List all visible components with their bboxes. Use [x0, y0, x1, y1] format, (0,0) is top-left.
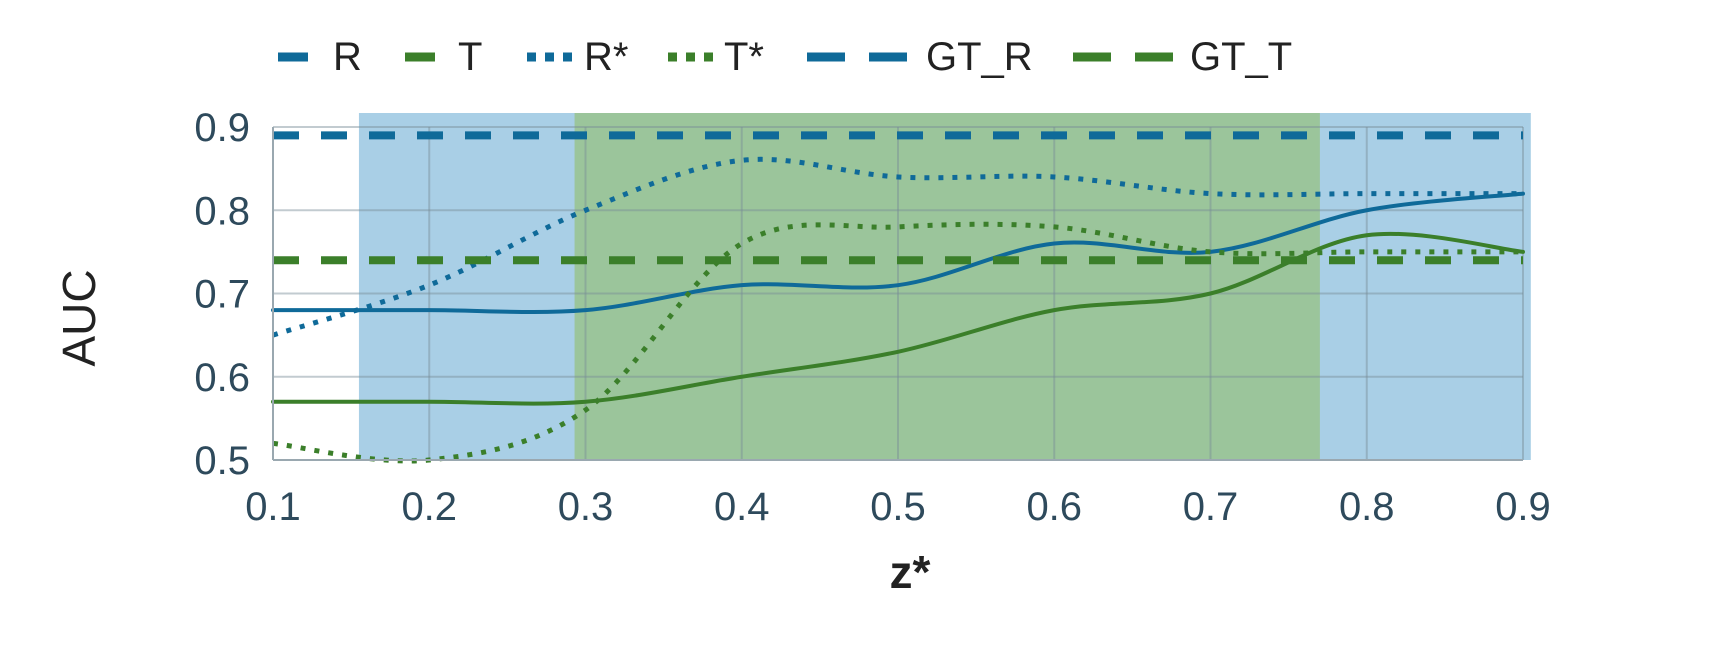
y-axis-label: AUC	[53, 269, 105, 366]
x-axis-label: z*	[890, 546, 931, 598]
y-tick-label: 0.7	[194, 273, 250, 317]
x-tick-label: 0.5	[870, 485, 926, 529]
y-tick-label: 0.5	[194, 439, 250, 483]
legend-label-gt-t: GT_T	[1190, 35, 1292, 79]
legend-label-t: T	[458, 35, 482, 79]
legend-label-r-star: R*	[584, 35, 628, 79]
series-r-line	[271, 191, 1525, 314]
legend-label-gt-r: GT_R	[926, 35, 1033, 79]
series-t-line	[271, 231, 1525, 406]
x-tick-label: 0.7	[1183, 485, 1239, 529]
series-lines	[271, 131, 1525, 464]
y-tick-label: 0.6	[194, 356, 250, 400]
y-tick-label: 0.9	[194, 106, 250, 150]
x-tick-label: 0.1	[245, 485, 301, 529]
plot-area	[271, 113, 1531, 464]
legend-label-t-star: T*	[724, 35, 764, 79]
legend: R T R* T* GT_R GT_T	[278, 35, 1292, 79]
x-tick-label: 0.3	[558, 485, 614, 529]
x-axis-ticks: 0.1 0.2 0.3 0.4 0.5 0.6 0.7 0.8 0.9	[245, 485, 1551, 529]
shaded-region-2	[574, 113, 1320, 460]
x-tick-label: 0.4	[714, 485, 770, 529]
y-axis-ticks: 0.5 0.6 0.7 0.8 0.9	[194, 106, 250, 483]
legend-label-r: R	[333, 35, 362, 79]
shaded-regions	[358, 113, 1531, 460]
y-tick-label: 0.8	[194, 189, 250, 233]
x-tick-label: 0.8	[1339, 485, 1395, 529]
x-tick-label: 0.6	[1026, 485, 1082, 529]
x-tick-label: 0.9	[1495, 485, 1551, 529]
series-t-star-line	[272, 221, 1523, 464]
series-r-star-line	[272, 156, 1523, 338]
x-tick-label: 0.2	[401, 485, 457, 529]
